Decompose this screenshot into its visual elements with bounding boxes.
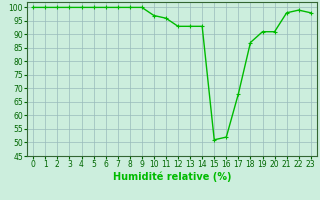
X-axis label: Humidité relative (%): Humidité relative (%) xyxy=(113,172,231,182)
